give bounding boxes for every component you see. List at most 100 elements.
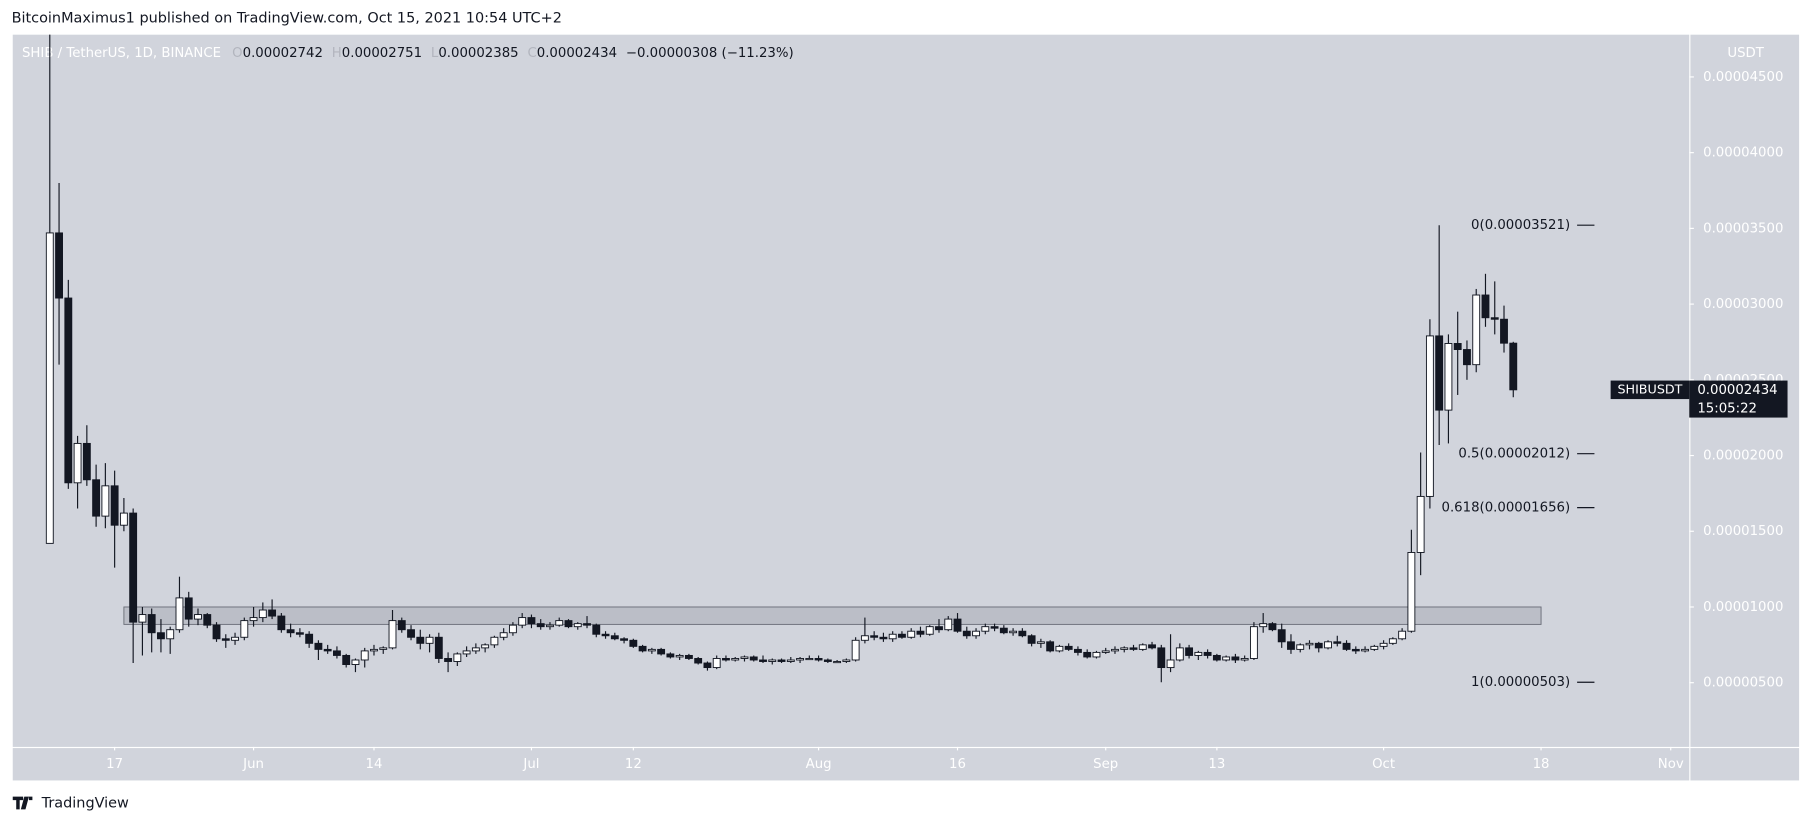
candle-body bbox=[851, 639, 860, 661]
candle-body bbox=[481, 644, 490, 649]
y-tick-label: 0.00000500 bbox=[1703, 676, 1783, 691]
candle-body bbox=[638, 645, 647, 652]
candle-body bbox=[147, 614, 156, 634]
footer-logo bbox=[12, 796, 33, 810]
candle-body bbox=[221, 638, 230, 641]
candle-body bbox=[277, 615, 286, 631]
candle-body bbox=[962, 630, 971, 637]
ohlc-legend: SHIB / TetherUS, 1D, BINANCE O0.00002742… bbox=[22, 46, 794, 61]
candle-body bbox=[833, 661, 842, 664]
candle-body bbox=[1166, 659, 1175, 669]
candle-body bbox=[444, 658, 453, 662]
candle-body bbox=[722, 658, 730, 661]
candle-body bbox=[527, 617, 536, 625]
close-label: C bbox=[527, 46, 536, 61]
candle-body bbox=[1333, 641, 1342, 644]
candle-body bbox=[1036, 641, 1045, 644]
candle-body bbox=[249, 617, 258, 622]
candle-body bbox=[823, 659, 832, 662]
candle-body bbox=[1148, 644, 1156, 649]
candle-body bbox=[1111, 648, 1119, 652]
candle-body bbox=[916, 630, 925, 635]
candle-body bbox=[536, 623, 545, 628]
candle-body bbox=[1453, 343, 1462, 350]
x-tick-label: Aug bbox=[806, 757, 832, 772]
candle-body bbox=[1027, 635, 1036, 644]
watermark: BitcoinMaximus1 published on TradingView… bbox=[12, 10, 562, 26]
candle-body bbox=[64, 297, 73, 484]
candle-body bbox=[462, 650, 471, 655]
candle-body bbox=[1472, 294, 1481, 366]
candle-body bbox=[138, 614, 147, 623]
axis-corner bbox=[1690, 748, 1800, 781]
candle-body bbox=[1314, 642, 1323, 649]
candle-body bbox=[860, 635, 869, 641]
candle-body bbox=[777, 659, 786, 662]
x-tick-label: Jun bbox=[242, 757, 264, 772]
candle-body bbox=[92, 479, 101, 517]
candle-body bbox=[175, 597, 184, 631]
y-tick-label: 0.00003000 bbox=[1703, 297, 1783, 312]
candle-body bbox=[1379, 642, 1388, 647]
price-tag-value: 0.00002434 bbox=[1697, 383, 1777, 398]
candle-body bbox=[1129, 647, 1138, 650]
candle-body bbox=[1324, 641, 1332, 649]
candle-body bbox=[583, 623, 591, 626]
candle-body bbox=[1203, 651, 1212, 656]
price-tag-bg bbox=[1689, 380, 1788, 418]
symbol: SHIB / TetherUS, 1D, BINANCE bbox=[22, 46, 221, 61]
candle-body bbox=[101, 485, 110, 517]
candle-body bbox=[1435, 335, 1444, 411]
candle-body bbox=[1305, 642, 1314, 646]
low-label: L bbox=[431, 46, 439, 61]
candle-body bbox=[194, 614, 202, 620]
candle-body bbox=[712, 658, 721, 669]
candle-body bbox=[1064, 645, 1073, 650]
open-label: O bbox=[232, 46, 242, 61]
candle-body bbox=[703, 662, 712, 669]
candle-body bbox=[453, 653, 462, 662]
candle-body bbox=[305, 633, 314, 644]
candle-body bbox=[1185, 647, 1194, 656]
candle-body bbox=[240, 620, 249, 638]
candle-body bbox=[601, 633, 610, 637]
candle-body bbox=[45, 232, 54, 544]
candle-body bbox=[323, 648, 332, 652]
candle-body bbox=[508, 624, 517, 634]
candle-body bbox=[1463, 349, 1471, 366]
candle-body bbox=[675, 654, 684, 658]
candle-body bbox=[286, 629, 295, 634]
candle-body bbox=[397, 620, 406, 631]
candle-body bbox=[759, 659, 767, 662]
candle-body bbox=[1157, 647, 1166, 669]
fib-label: 1(0.00000503) bbox=[1471, 675, 1570, 690]
candle-body bbox=[657, 648, 666, 655]
candle-body bbox=[471, 647, 480, 652]
candle-body bbox=[953, 618, 962, 632]
candle-body bbox=[1490, 317, 1499, 320]
candle-body bbox=[546, 624, 554, 628]
candle-body bbox=[620, 638, 629, 641]
candle-body bbox=[1342, 642, 1351, 650]
candle-body bbox=[879, 636, 888, 640]
price-tag-name-bg bbox=[1610, 380, 1690, 400]
candle-body bbox=[1120, 647, 1129, 650]
candle-body bbox=[407, 629, 415, 638]
candle-body bbox=[258, 609, 267, 619]
candle-body bbox=[1416, 495, 1425, 553]
fib-label: 0.618(0.00001656) bbox=[1442, 501, 1571, 516]
candle-body bbox=[360, 650, 369, 661]
candle-body bbox=[388, 620, 397, 649]
candle-body bbox=[416, 636, 425, 644]
candle-body bbox=[981, 626, 990, 632]
candle-body bbox=[592, 624, 601, 635]
candle-body bbox=[499, 632, 508, 638]
candle-body bbox=[1361, 648, 1370, 652]
candle-body bbox=[1249, 626, 1258, 659]
candle-body bbox=[888, 633, 897, 640]
fib-label: 0.5(0.00002012) bbox=[1458, 447, 1570, 462]
candle-body bbox=[944, 618, 953, 631]
candle-body bbox=[1444, 343, 1453, 411]
candle-body bbox=[333, 650, 341, 656]
